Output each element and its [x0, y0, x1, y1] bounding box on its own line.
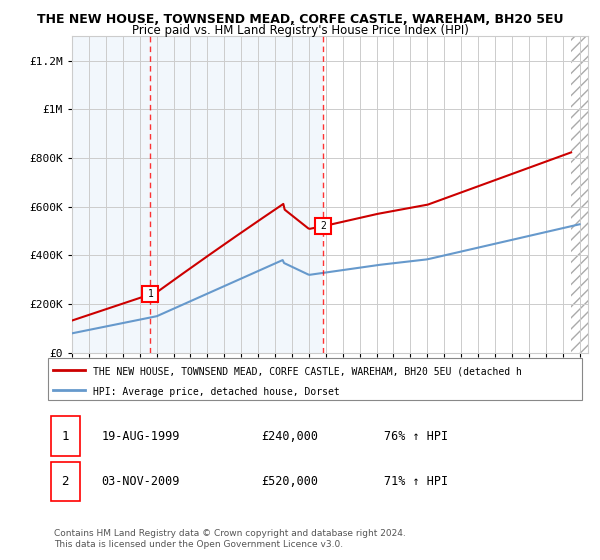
FancyBboxPatch shape [50, 462, 80, 501]
Bar [151, 36, 323, 353]
Text: 71% ↑ HPI: 71% ↑ HPI [385, 475, 449, 488]
Text: 2: 2 [320, 221, 326, 231]
Text: £240,000: £240,000 [262, 430, 319, 442]
Text: HPI: Average price, detached house, Dorset: HPI: Average price, detached house, Dors… [94, 386, 340, 396]
Bar [72, 36, 151, 353]
Text: 19-AUG-1999: 19-AUG-1999 [101, 430, 180, 442]
Text: 1: 1 [61, 430, 69, 442]
Text: THE NEW HOUSE, TOWNSEND MEAD, CORFE CASTLE, WAREHAM, BH20 5EU (detached h: THE NEW HOUSE, TOWNSEND MEAD, CORFE CAST… [94, 367, 522, 377]
Text: £520,000: £520,000 [262, 475, 319, 488]
Text: 76% ↑ HPI: 76% ↑ HPI [385, 430, 449, 442]
FancyBboxPatch shape [50, 417, 80, 456]
Text: 03-NOV-2009: 03-NOV-2009 [101, 475, 180, 488]
FancyBboxPatch shape [48, 358, 582, 400]
Text: Contains HM Land Registry data © Crown copyright and database right 2024.: Contains HM Land Registry data © Crown c… [54, 529, 406, 538]
Text: Price paid vs. HM Land Registry's House Price Index (HPI): Price paid vs. HM Land Registry's House … [131, 24, 469, 37]
Text: 2: 2 [61, 475, 69, 488]
Text: THE NEW HOUSE, TOWNSEND MEAD, CORFE CASTLE, WAREHAM, BH20 5EU: THE NEW HOUSE, TOWNSEND MEAD, CORFE CAST… [37, 13, 563, 26]
Text: This data is licensed under the Open Government Licence v3.0.: This data is licensed under the Open Gov… [54, 540, 343, 549]
Bar [571, 36, 588, 353]
Text: 1: 1 [148, 290, 153, 300]
